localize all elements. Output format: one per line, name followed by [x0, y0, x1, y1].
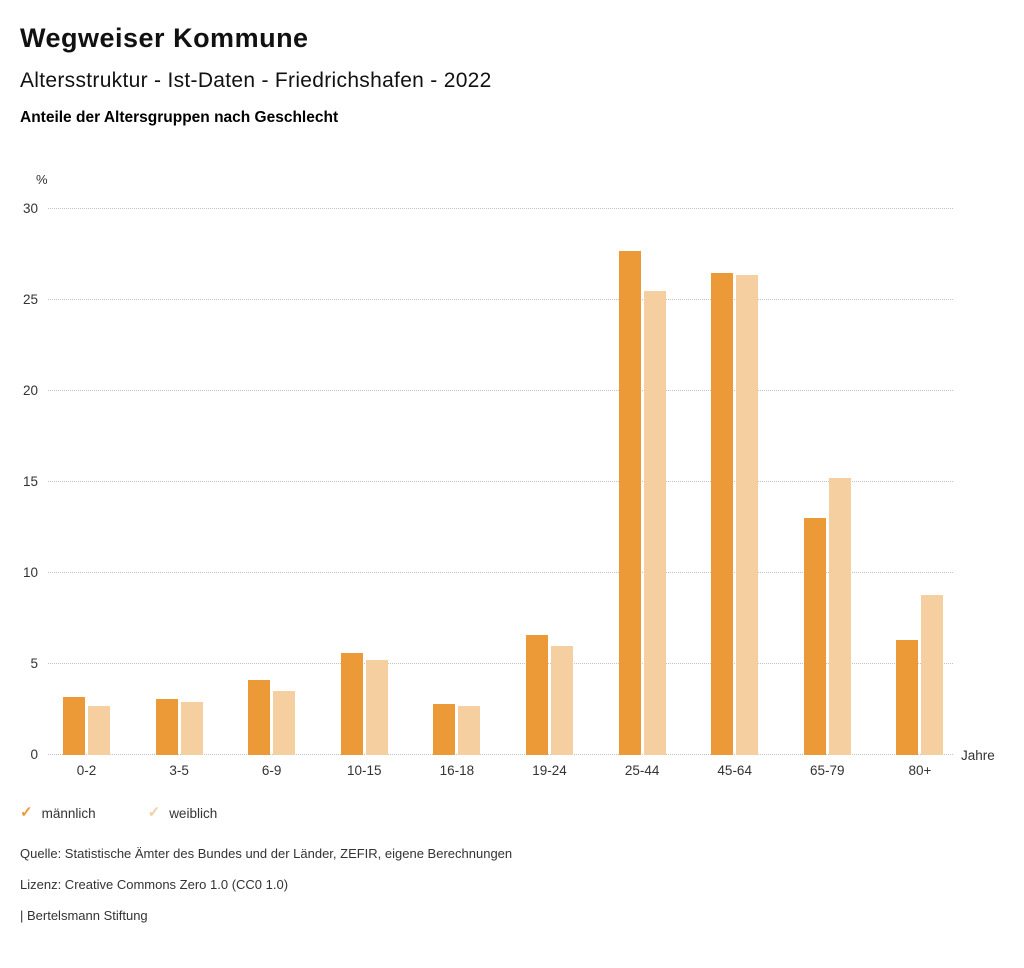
page-title: Wegweiser Kommune: [20, 23, 309, 53]
checkmark-icon: ✓: [20, 804, 33, 821]
y-tick-label: 15: [22, 474, 38, 489]
x-axis-title: Jahre: [961, 748, 995, 763]
bar-group-25-44: [618, 250, 666, 755]
bar-weiblich-6-9[interactable]: [273, 691, 296, 755]
bar-group-0-2: [63, 696, 110, 755]
y-axis-unit-label: %: [36, 172, 48, 187]
x-tick-label: 19-24: [532, 763, 567, 778]
legend: ✓ männlich ✓ weiblich: [0, 804, 1024, 822]
bar-männlich-65-79[interactable]: [803, 518, 826, 755]
bar-männlich-45-64[interactable]: [711, 272, 734, 755]
x-tick-label: 25-44: [624, 763, 660, 778]
bar-männlich-0-2[interactable]: [63, 696, 85, 755]
bar-group-3-5: [155, 698, 203, 755]
license-text: Lizenz: Creative Commons Zero 1.0 (CC0 1…: [20, 877, 289, 892]
source-text: Quelle: Statistische Ämter des Bundes un…: [20, 846, 513, 861]
y-tick-label: 30: [22, 201, 38, 216]
gridline: [48, 390, 953, 391]
x-tick-label: 10-15: [347, 763, 382, 778]
legend-item-maennlich[interactable]: ✓ männlich: [20, 804, 96, 822]
x-tick-label: 80+: [908, 763, 932, 778]
plot-area: 0-2 3-5 6-9 10-15 16-18 19-24 25-44 45-64 65-79 8…: [48, 208, 995, 778]
bar-männlich-19-24[interactable]: [526, 634, 548, 755]
bar-männlich-25-44[interactable]: [618, 250, 641, 755]
gridline: [48, 572, 953, 573]
page-subtitle: Altersstruktur - Ist-Daten - Friedrichsh…: [20, 69, 492, 92]
page-root: { "header": { "title": "Wegweiser Kommun…: [0, 22, 1024, 968]
bar-group-19-24: [526, 634, 573, 755]
bar-weiblich-25-44[interactable]: [643, 290, 666, 755]
x-tick-label: 3-5: [169, 763, 189, 778]
bar-group-80+: [896, 594, 944, 755]
y-tick-label: 5: [30, 656, 38, 671]
bar-group-16-18: [433, 704, 481, 755]
checkmark-icon: ✓: [147, 804, 161, 821]
x-tick-label: 6-9: [261, 763, 282, 778]
bar-männlich-80+[interactable]: [896, 640, 919, 755]
x-tick-label: 0-2: [76, 763, 97, 778]
gridline: [48, 299, 953, 300]
x-tick-label: 16-18: [439, 763, 475, 778]
legend-item-weiblich[interactable]: ✓ weiblich: [148, 804, 218, 822]
gridline: [48, 663, 953, 664]
bar-weiblich-10-15[interactable]: [365, 660, 388, 755]
legend-label: männlich: [41, 805, 96, 821]
bar-weiblich-16-18[interactable]: [458, 705, 481, 755]
bar-group-6-9: [248, 680, 296, 755]
x-tick-label: 45-64: [717, 763, 752, 778]
bar-group-45-64: [711, 272, 759, 755]
attribution-text: | Bertelsmann Stiftung: [20, 908, 148, 923]
footer: Quelle: Statistische Ämter des Bundes un…: [0, 846, 1024, 924]
y-tick-label: 20: [22, 383, 38, 398]
bar-group-65-79: [803, 478, 851, 755]
gridline: [48, 754, 953, 755]
bar-weiblich-45-64[interactable]: [736, 274, 759, 755]
gridline: [48, 481, 953, 482]
y-tick-label: 0: [30, 747, 38, 762]
chart-title: Anteile der Altersgruppen nach Geschlech…: [20, 109, 339, 126]
y-tick-label: 10: [22, 565, 38, 580]
bar-männlich-6-9[interactable]: [248, 680, 271, 755]
bar-weiblich-0-2[interactable]: [88, 705, 110, 755]
bar-weiblich-80+[interactable]: [921, 594, 944, 755]
y-tick-label: 25: [22, 292, 38, 307]
header: Wegweiser Kommune Altersstruktur - Ist-D…: [0, 22, 1024, 128]
bar-männlich-10-15[interactable]: [340, 653, 363, 755]
bar-group-10-15: [340, 653, 388, 755]
bar-weiblich-65-79[interactable]: [828, 478, 851, 755]
bar-männlich-3-5[interactable]: [155, 698, 178, 755]
x-tick-label: 65-79: [810, 763, 845, 778]
y-axis-labels: 0 5 10 15 20 25 30: [0, 201, 48, 762]
gridline: [48, 208, 953, 209]
chart: % 0 5 10 15 20 25 30 0-2 3-5 6-9 10-15 16-18 19-24 2…: [0, 172, 1024, 784]
bar-männlich-16-18[interactable]: [433, 704, 456, 755]
legend-label: weiblich: [169, 805, 218, 821]
bar-weiblich-19-24[interactable]: [551, 645, 573, 755]
bar-weiblich-3-5[interactable]: [180, 702, 203, 755]
